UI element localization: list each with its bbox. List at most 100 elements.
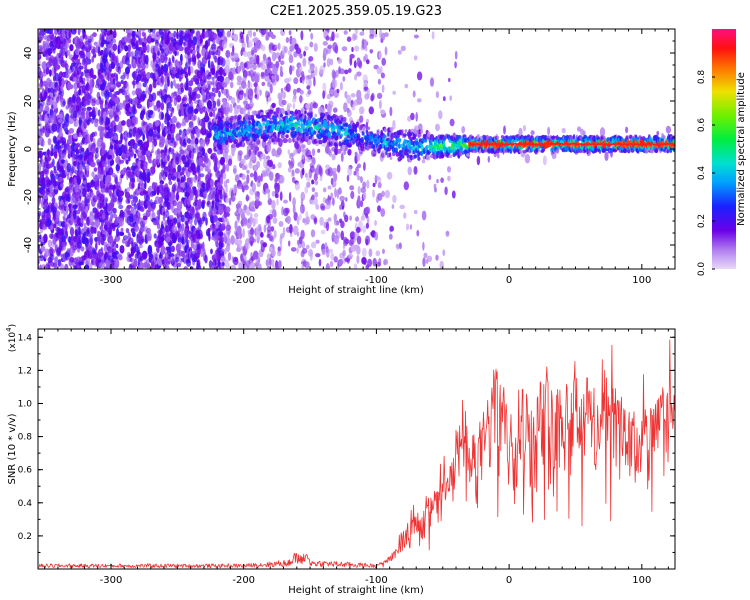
heatmap-cell [145,209,151,218]
heatmap-cell [366,59,370,65]
heatmap-cell [187,230,192,235]
heatmap-cell [292,98,297,103]
heatmap-cell [219,236,225,243]
heatmap-cell [336,189,340,199]
heatmap-cell [143,43,147,53]
heatmap-cell [93,195,98,203]
heatmap-cell [197,200,202,210]
heatmap-cell [250,240,253,247]
heatmap-cell [137,39,143,45]
heatmap-cell [65,230,68,239]
heatmap-cell [268,160,273,168]
heatmap-cell [40,182,46,191]
heatmap-cell [262,242,268,248]
heatmap-cell [165,260,171,265]
heatmap-cell [147,231,152,242]
heatmap-cell [155,43,159,51]
heatmap-cell [173,217,178,224]
heatmap-cell [426,255,433,262]
heatmap-cell [113,245,117,251]
heatmap-cell [225,224,232,231]
heatmap-cell [304,186,309,194]
heatmap-cell [300,250,305,258]
heatmap-cell [120,132,123,143]
heatmap-cell [140,182,145,193]
heatmap-cell [177,164,182,173]
heatmap-cell [235,61,239,67]
heatmap-cell [210,111,213,117]
heatmap-cell [381,190,385,197]
heatmap-cell [43,233,48,244]
heatmap-cell [145,54,149,65]
heatmap-cell [176,31,179,40]
heatmap-cell [167,62,170,67]
heatmap-cell [157,102,161,113]
heatmap-cell [116,227,119,238]
heatmap-cell [88,40,92,51]
heatmap-cell [184,161,187,168]
heatmap-cell [282,226,286,236]
heatmap-cell [451,190,456,199]
heatmap-cell [115,243,119,249]
heatmap-cell [225,57,230,68]
heatmap-cell [190,106,194,117]
heatmap-cell [269,257,272,267]
heatmap-cell [73,70,77,78]
heatmap-cell [93,249,97,255]
heatmap-cell [61,78,65,88]
heatmap-cell [367,258,373,267]
heatmap-cell [161,75,165,85]
heatmap-cell [152,63,156,72]
heatmap-cell [74,229,78,236]
heatmap-cell [107,43,113,49]
heatmap-cell [63,143,67,153]
heatmap-cell [383,258,388,265]
heatmap-cell [271,249,276,257]
heatmap-cell [38,108,42,113]
heatmap-cell [175,256,180,263]
heatmap-cell [551,151,557,160]
heatmap-cell [403,212,407,219]
heatmap-cell [171,183,176,193]
heatmap-cell [332,71,337,80]
heatmap-cell [413,209,418,215]
heatmap-cell [236,75,242,83]
heatmap-cell [99,251,104,257]
heatmap-cell [199,219,203,227]
heatmap-cell [97,109,101,117]
heatmap-cell [104,89,110,100]
heatmap-cell [131,116,136,124]
heatmap-cell [247,81,253,90]
heatmap-cell [245,243,251,250]
heatmap-cell [85,83,89,91]
heatmap-cell [73,160,77,168]
heatmap-cell [178,76,182,82]
heatmap-cell [58,77,62,87]
figure-title: C2E1.2025.359.05.19.G23 [270,4,442,19]
heatmap-cell [331,31,335,41]
heatmap-cell [61,123,65,129]
heatmap-cell [75,58,81,64]
heatmap-cell [209,172,213,177]
heatmap-cell [107,91,113,98]
heatmap-cell [267,96,272,102]
heatmap-cell [359,115,364,123]
heatmap-cell [625,126,629,134]
heatmap-cell [199,138,206,149]
heatmap-cell [46,156,52,161]
heatmap-cell [168,107,175,112]
heatmap-cell [278,55,281,63]
heatmap-cell [257,175,262,183]
heatmap-cell [356,245,361,255]
heatmap-cell [62,100,66,106]
heatmap-cell [49,109,55,118]
heatmap-cell [230,235,235,245]
heatmap-cell [454,50,458,60]
heatmap-cell [306,156,312,163]
heatmap-cell [158,239,162,249]
heatmap-cell [225,163,230,172]
heatmap-cell [110,84,114,90]
heatmap-cell [176,50,179,56]
heatmap-cell [139,68,146,76]
heatmap-cell [230,115,235,120]
